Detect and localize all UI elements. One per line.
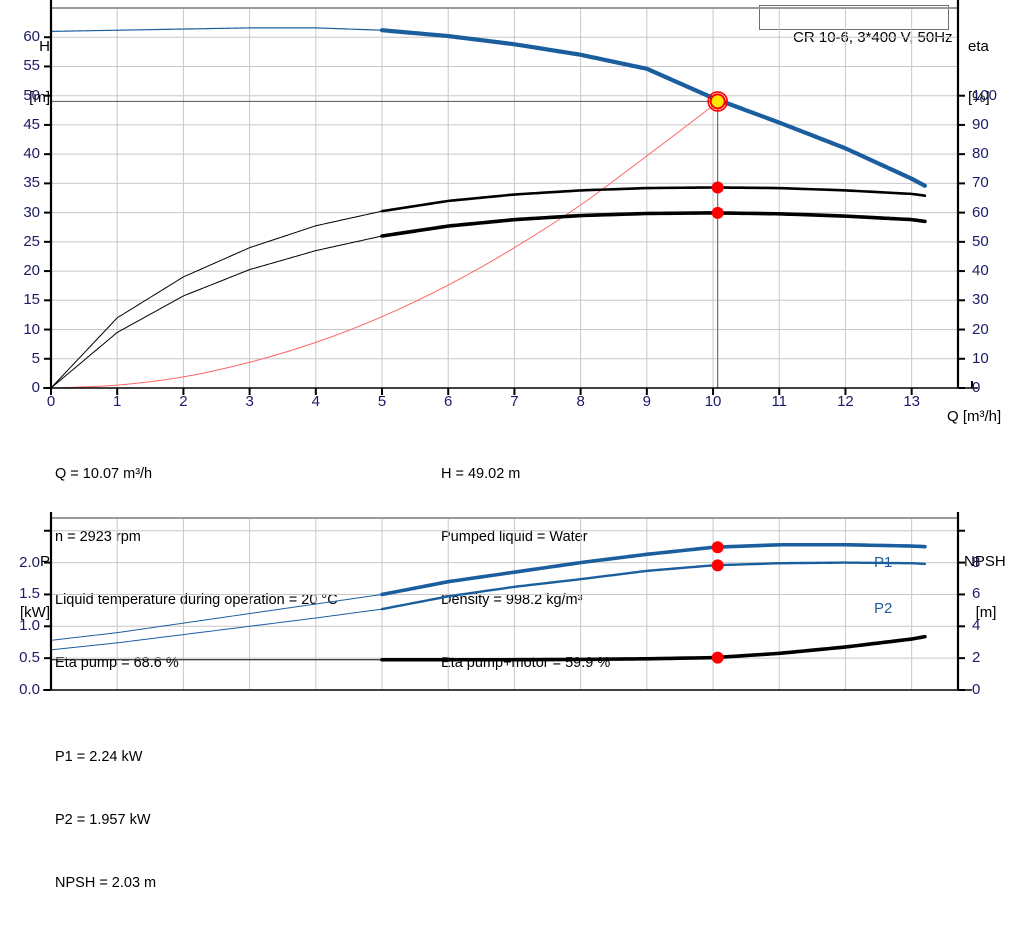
bottom-info-line-1: P2 = 1.957 kW (55, 812, 151, 828)
top-left-tick-label: 50 (23, 86, 40, 104)
bottom-left-axis-title-line2: [kW] (20, 604, 50, 621)
top-x-tick-label: 1 (113, 393, 122, 410)
top-x-tick-label: 8 (576, 393, 585, 410)
top-x-tick-label: 11 (771, 393, 788, 410)
p2-curve-thin (50, 608, 383, 651)
top-right-tick-label: 0 (972, 379, 981, 396)
top-right-axis-title-line2: [%] (968, 89, 990, 106)
top-left-tick-label: 30 (23, 203, 40, 221)
top-left-tick-label: 40 (23, 145, 40, 163)
top-right-axis-title: eta [%] (968, 4, 1024, 140)
p2-curve-thick (380, 561, 927, 611)
top-right-tick-label: 60 (972, 203, 989, 221)
bottom-right-axis-title-line1: NPSH (964, 553, 1006, 570)
top-left-tick-label: 45 (23, 115, 40, 133)
bottom-left-axis-title-line1: P (39, 553, 50, 570)
top-info-left-line-0: Q = 10.07 m³/h (55, 466, 153, 482)
top-left-tick-label: 35 (23, 174, 40, 192)
eta-pump-duty-marker (711, 181, 724, 194)
top-right-tick-label: 90 (972, 115, 989, 133)
top-x-tick-label: 12 (837, 393, 854, 410)
top-x-tick-label: 13 (903, 393, 920, 410)
p1-curve-thick (380, 542, 927, 597)
bottom-plot-svg (43, 512, 972, 691)
top-right-tick-label: 80 (972, 145, 989, 163)
pump-curve-page: H [m] eta [%] CR 10-6, 3*400 V, 50Hz 0 5 1… (4, 0, 1024, 891)
p1-duty-marker (711, 541, 724, 554)
top-plot-svg (43, 0, 978, 395)
top-x-tick-label: 2 (179, 393, 188, 410)
bottom-right-tick-label: 6 (972, 585, 981, 603)
bottom-right-axis-title: NPSH [m] (964, 519, 1024, 655)
top-right-axis-title-line1: eta (968, 38, 989, 55)
top-x-axis-label: Q [m³/h] (947, 408, 1002, 425)
top-left-tick-label: 20 (23, 262, 40, 280)
duty-point-outer-ring (707, 91, 728, 112)
top-x-tick-label: 3 (245, 393, 254, 410)
top-x-tick-label: 10 (704, 393, 722, 410)
top-left-tick-label: 55 (23, 57, 40, 75)
bottom-left-axis-title: P [kW] (4, 519, 50, 655)
top-left-tick-label: 15 (23, 291, 40, 309)
bottom-right-tick-label: 0 (972, 681, 981, 698)
bottom-info: P1 = 2.24 kW P2 = 1.957 kW NPSH = 2.03 m (55, 705, 435, 936)
pump-model-title-box: CR 10-6, 3*400 V, 50Hz (759, 5, 953, 46)
eta-pump-motor-curve-thin (50, 235, 383, 389)
duty-point-marker (709, 93, 726, 110)
p1-curve-label: P1 (874, 554, 893, 571)
top-left-tick-label: 5 (31, 349, 40, 367)
top-right-tick-label: 10 (972, 349, 989, 367)
head-curve-thick (379, 28, 927, 188)
top-right-tick-label: 100 (972, 86, 998, 104)
bottom-info-line-2: NPSH = 2.03 m (55, 875, 157, 891)
p2-curve-label: P2 (874, 600, 893, 617)
top-left-axis-title-line1: H (39, 38, 50, 55)
eta-pump-curve-thick (380, 186, 927, 213)
top-left-tick-label: 25 (23, 232, 40, 250)
bottom-left-tick-label: 0.0 (19, 681, 40, 698)
p2-duty-marker (711, 559, 724, 572)
top-left-tick-label: 60 (23, 28, 40, 46)
eta-pump-motor-duty-marker (711, 206, 724, 219)
top-x-tick-label: 6 (444, 393, 453, 410)
top-x-tick-label: 7 (510, 393, 519, 410)
top-x-tick-label: 4 (311, 393, 320, 410)
bottom-left-tick-label: 2.0 (19, 553, 40, 571)
bottom-left-tick-label: 1.5 (19, 585, 40, 603)
top-info-left-line-3: Eta pump = 68.6 % (55, 655, 179, 671)
system-curve (50, 99, 720, 389)
top-x-tick-label: 0 (46, 393, 56, 410)
top-left-axis-title: H [m] (16, 4, 50, 140)
p1-curve-thin (50, 593, 383, 641)
top-right-tick-label: 50 (972, 232, 989, 250)
bottom-right-tick-label: 2 (972, 649, 981, 667)
top-right-tick-label: 40 (972, 262, 989, 280)
eta-pump-motor-curve-thick (380, 211, 927, 238)
bottom-info-line-0: P1 = 2.24 kW (55, 749, 143, 765)
top-x-tick-label: 9 (642, 393, 651, 410)
top-info-right-line-0: H = 49.02 m (441, 466, 521, 482)
bottom-right-tick-label: 4 (972, 617, 981, 635)
npsh-duty-marker (711, 651, 724, 664)
top-right-tick-label: 70 (972, 174, 989, 192)
top-right-tick-label: 30 (972, 291, 989, 309)
bottom-right-tick-label: 8 (972, 553, 981, 571)
eta-pump-curve-thin (50, 210, 383, 389)
npsh-curve-thick (380, 634, 927, 662)
head-curve-thin (50, 27, 383, 32)
top-left-tick-label: 0 (31, 379, 40, 396)
bottom-right-axis-title-line2: [m] (975, 604, 997, 621)
bottom-left-tick-label: 0.5 (19, 649, 40, 667)
top-left-axis-title-line2: [m] (29, 89, 50, 106)
top-info-left-line-1: n = 2923 rpm (55, 529, 141, 545)
top-left-tick-label: 10 (23, 320, 40, 338)
top-info-right-line-1: Pumped liquid = Water (441, 529, 588, 545)
top-right-tick-label: 20 (972, 320, 989, 338)
bottom-left-tick-label: 1.0 (19, 617, 40, 635)
top-x-tick-label: 5 (377, 393, 387, 410)
